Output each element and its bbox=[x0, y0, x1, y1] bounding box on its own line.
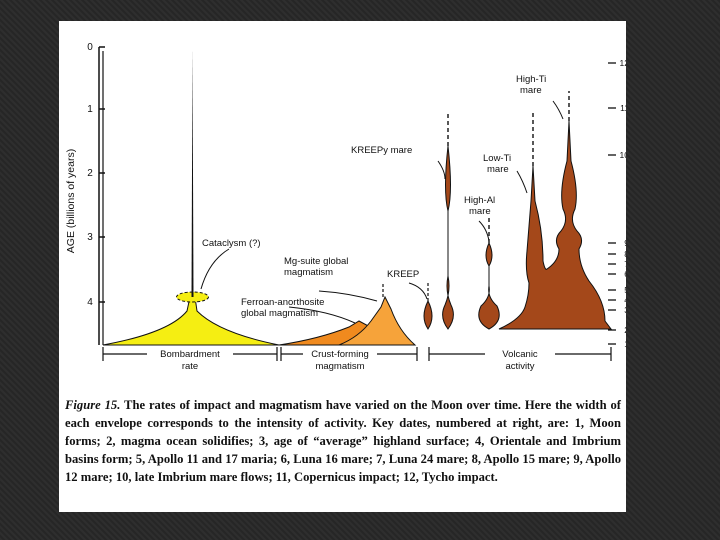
figure-caption: Figure 15. The rates of impact and magma… bbox=[65, 396, 621, 486]
right-date-label: 2 bbox=[624, 325, 626, 335]
right-date-label: 10 bbox=[620, 150, 626, 160]
right-date-label: 5 bbox=[624, 285, 626, 295]
y-tick-label: 0 bbox=[87, 42, 93, 53]
caption-lead: Figure 15. bbox=[65, 398, 121, 412]
bracket-bombardment: rate bbox=[182, 361, 198, 372]
bracket-crust: magmatism bbox=[315, 361, 364, 372]
y-axis-label: AGE (billions of years) bbox=[65, 149, 77, 253]
right-date-label: 1 bbox=[624, 339, 626, 349]
right-date-label: 6 bbox=[624, 269, 626, 279]
bottom-brackets bbox=[102, 347, 612, 361]
y-tick-label: 2 bbox=[87, 168, 93, 179]
label-ferroan: global magmatism bbox=[241, 308, 318, 319]
bombardment-spike bbox=[191, 48, 194, 297]
label-low-ti: mare bbox=[487, 164, 509, 175]
kreep-envelope bbox=[423, 299, 433, 330]
bracket-volcanic: Volcanic bbox=[502, 349, 538, 360]
right-date-label: 7 bbox=[624, 259, 626, 269]
mg-suite-envelope bbox=[338, 295, 417, 346]
label-high-al: High-Al bbox=[464, 195, 495, 206]
label-mg-suite: Mg-suite global bbox=[284, 256, 348, 267]
bracket-crust: Crust-forming bbox=[311, 349, 369, 360]
right-date-label: 12 bbox=[620, 58, 626, 68]
caption-body: The rates of impact and magmatism have v… bbox=[65, 398, 621, 484]
right-date-label: 3 bbox=[624, 305, 626, 315]
label-mg-suite: magmatism bbox=[284, 267, 333, 278]
leader-lines bbox=[200, 100, 564, 324]
right-date-ticks bbox=[608, 62, 616, 345]
label-kreepy-mare: KREEPy mare bbox=[351, 145, 412, 156]
label-ferroan: Ferroan-anorthosite bbox=[241, 297, 324, 308]
label-low-ti: Low-Ti bbox=[483, 153, 511, 164]
label-high-ti: mare bbox=[520, 85, 542, 96]
right-date-label: 9 bbox=[624, 238, 626, 248]
lunar-activity-diagram: 0 1 2 3 4 AGE (billions of years) 12 11 … bbox=[65, 42, 626, 372]
right-date-label: 8 bbox=[624, 249, 626, 259]
label-high-ti: High-Ti bbox=[516, 74, 546, 85]
low-ti-high-ti-envelope bbox=[498, 120, 612, 330]
y-tick-label: 4 bbox=[87, 297, 93, 308]
y-tick-label: 1 bbox=[87, 104, 93, 115]
label-high-al: mare bbox=[469, 206, 491, 217]
high-al-mare-envelope bbox=[478, 241, 500, 330]
figure-panel: 0 1 2 3 4 AGE (billions of years) 12 11 … bbox=[59, 21, 626, 512]
label-kreep: KREEP bbox=[387, 269, 419, 280]
y-ticks bbox=[99, 46, 105, 303]
bracket-volcanic: activity bbox=[505, 361, 534, 372]
bracket-bombardment: Bombardment bbox=[160, 349, 220, 360]
right-date-label: 4 bbox=[624, 295, 626, 305]
label-cataclysm: Cataclysm (?) bbox=[202, 238, 261, 249]
y-tick-label: 3 bbox=[87, 232, 93, 243]
right-date-label: 11 bbox=[620, 103, 626, 113]
